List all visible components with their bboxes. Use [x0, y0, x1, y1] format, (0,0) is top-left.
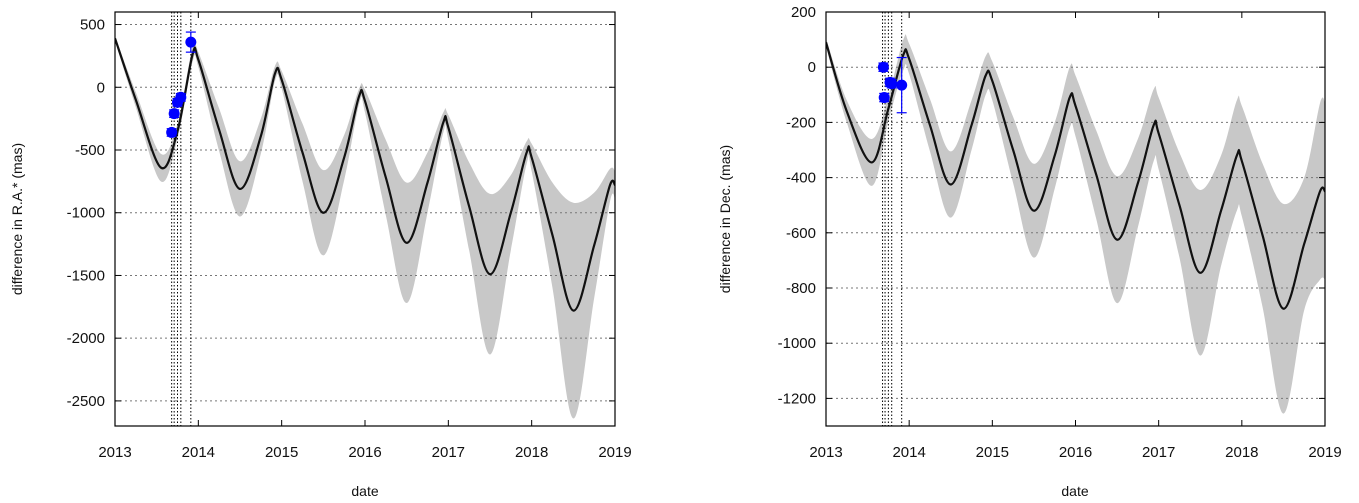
y-tick-label: 0 — [97, 79, 105, 96]
plot-frame — [114, 11, 616, 427]
x-tick-label: 2018 — [1225, 444, 1258, 461]
x-tick-label: 2013 — [98, 444, 131, 461]
x-tick-label: 2016 — [348, 444, 381, 461]
data-point — [878, 92, 890, 104]
data-point — [166, 126, 178, 138]
y-tick-label: 200 — [791, 4, 816, 21]
model-line — [115, 37, 615, 312]
y-tick-label: -500 — [75, 142, 105, 159]
y-tick-label: -600 — [786, 225, 816, 242]
y-tick-label: -400 — [786, 170, 816, 187]
y-tick-label: -2500 — [67, 393, 105, 410]
x-tick-label: 2014 — [892, 444, 925, 461]
x-tick-label: 2019 — [598, 444, 631, 461]
y-tick-label: -200 — [786, 114, 816, 131]
uncertainty-band — [826, 34, 1325, 414]
data-point — [175, 91, 187, 103]
y-tick-label: -800 — [786, 280, 816, 297]
y-tick-label: -2000 — [67, 330, 105, 347]
model-line — [826, 42, 1325, 310]
y-tick-label: 0 — [808, 59, 816, 76]
data-point — [886, 78, 898, 90]
data-point — [168, 108, 180, 120]
x-tick-label: 2014 — [182, 444, 215, 461]
x-tick-label: 2016 — [1059, 444, 1092, 461]
data-point — [896, 79, 908, 91]
x-axis-label: date — [351, 483, 378, 499]
x-tick-label: 2018 — [515, 444, 548, 461]
x-tick-label: 2017 — [1142, 444, 1175, 461]
x-tick-label: 2013 — [809, 444, 842, 461]
y-tick-label: -1200 — [778, 390, 816, 407]
y-tick-label: 500 — [80, 17, 105, 34]
chart-panel-dec: 200 0 -200 -400 -600 -800 -1000 -1200 2013 2014 20… — [717, 4, 1342, 499]
y-tick-label: -1500 — [67, 267, 105, 284]
y-tick-label: -1000 — [778, 335, 816, 352]
x-tick-label: 2017 — [432, 444, 465, 461]
x-tick-label: 2015 — [265, 444, 298, 461]
x-tick-label: 2019 — [1308, 444, 1341, 461]
chart-panel-ra: 500 0 -500 -1000 -1500 -2000 -2500 2013 2014 2015… — [9, 11, 632, 499]
x-tick-label: 2015 — [976, 444, 1009, 461]
y-axis-label: difference in Dec. (mas) — [717, 145, 733, 293]
y-axis-label: difference in R.A.* (mas) — [9, 143, 25, 295]
uncertainty-band — [115, 35, 615, 419]
x-axis-label: date — [1061, 483, 1088, 499]
data-point — [185, 36, 197, 48]
data-point — [877, 61, 889, 73]
y-tick-label: -1000 — [67, 205, 105, 222]
